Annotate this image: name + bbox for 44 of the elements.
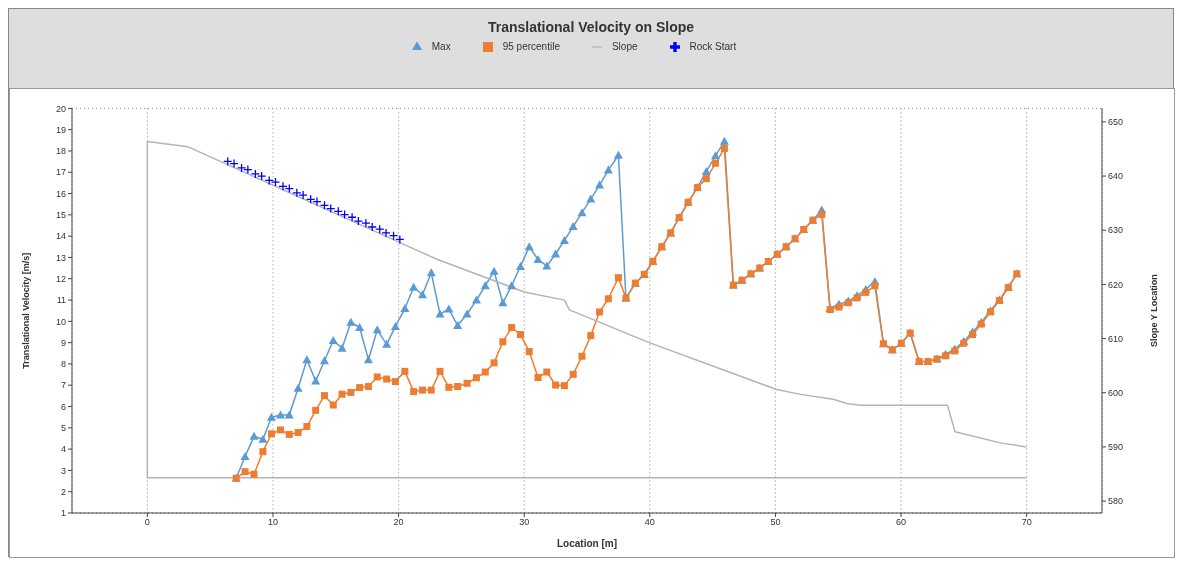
x-tick-label: 0: [144, 517, 150, 528]
y-tick-label: 6: [60, 401, 66, 412]
y-tick-label: 12: [55, 273, 66, 284]
y-tick-label: 7: [60, 380, 66, 391]
x-tick-label: 40: [644, 517, 655, 528]
y2-tick-label: 630: [1108, 225, 1124, 236]
y2-tick-label: 650: [1108, 117, 1124, 128]
y-tick-label: 20: [55, 103, 66, 114]
y2-tick-label: 620: [1108, 279, 1124, 290]
y-tick-label: 3: [60, 465, 66, 476]
x-tick-label: 70: [1021, 517, 1032, 528]
y-tick-label: 2: [60, 486, 66, 497]
y2-tick-label: 580: [1108, 496, 1124, 507]
y-tick-label: 13: [55, 252, 66, 263]
y-tick-label: 10: [55, 316, 66, 327]
y-tick-label: 4: [60, 444, 66, 455]
y2-tick-label: 590: [1108, 442, 1124, 453]
x-tick-label: 30: [519, 517, 530, 528]
legend-label: Max: [431, 41, 451, 52]
x-tick-label: 10: [267, 517, 278, 528]
x-tick-label: 20: [393, 517, 404, 528]
legend-label: Rock Start: [689, 41, 737, 52]
y-tick-label: 1: [60, 508, 66, 519]
y-tick-label: 9: [60, 337, 66, 348]
y-tick-label: 19: [55, 124, 66, 135]
y-tick-label: 8: [60, 359, 66, 370]
y2-tick-label: 610: [1108, 333, 1124, 344]
y-axis-title: Translational Velocity [m/s]: [21, 252, 32, 369]
y-tick-label: 14: [55, 231, 66, 242]
x-tick-label: 50: [770, 517, 781, 528]
legend-label: 95 percentile: [502, 41, 560, 52]
y2-tick-label: 600: [1108, 387, 1124, 398]
x-axis-title: Location [m]: [557, 538, 617, 549]
legend-label: Slope: [611, 41, 638, 52]
y-tick-label: 5: [60, 423, 66, 434]
y2-axis-title: Slope Y Location: [1149, 274, 1160, 348]
chart-title: Translational Velocity on Slope: [486, 18, 696, 35]
y-tick-label: 17: [55, 167, 66, 178]
y-tick-label: 18: [55, 146, 66, 157]
x-tick-label: 60: [896, 517, 907, 528]
y-tick-label: 16: [55, 188, 66, 199]
y2-tick-label: 640: [1108, 171, 1124, 182]
y-tick-label: 11: [56, 295, 66, 306]
y-tick-label: 15: [55, 210, 66, 221]
